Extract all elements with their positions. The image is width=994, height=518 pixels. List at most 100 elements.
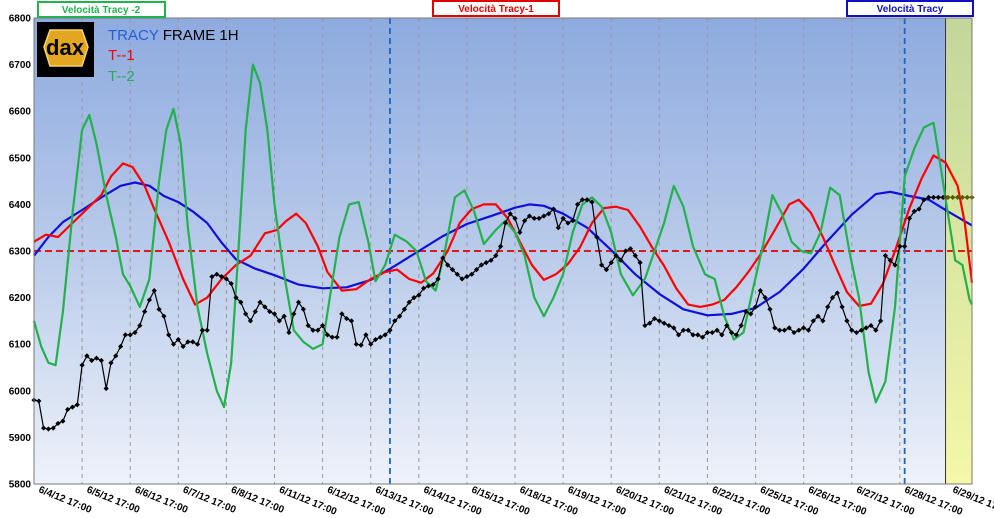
data-point [642,322,648,329]
data-point [916,206,922,212]
data-point [531,215,537,221]
data-point [180,343,186,350]
y-tick-label: 5900 [9,433,32,444]
data-point [786,325,792,331]
data-point [902,243,908,249]
series-line-black [33,196,944,430]
data-point [748,311,754,317]
data-point [709,329,715,336]
data-point [522,218,528,224]
data-point [671,325,677,331]
data-point [271,311,278,317]
data-point [743,308,749,315]
data-point [122,332,128,338]
data-point [906,215,913,221]
data-point [618,257,624,263]
data-point [825,304,831,310]
data-point [204,327,210,333]
y-tick-label: 6800 [9,14,32,25]
x-axis: 6/4/12 17:006/5/12 17:006/6/12 17:006/7/… [37,485,994,518]
legend-entry-t2: T--2 [108,68,135,85]
data-point [372,336,379,343]
data-point [776,327,783,333]
data-point [767,306,773,312]
data-point [954,194,961,201]
data-point [882,253,889,259]
legend: TRACY FRAME 1H T--1 T--2 [108,27,239,85]
data-point [247,318,254,324]
data-point [757,288,763,294]
data-point [363,332,369,338]
data-point [117,343,124,350]
data-point [964,194,970,201]
data-point [935,194,941,201]
data-point [93,355,100,361]
data-point [675,332,682,338]
data-point [791,329,797,336]
data-point [377,334,383,340]
data-point [166,332,172,338]
data-point [329,334,335,340]
data-point [358,342,364,348]
data-point [190,339,196,345]
data-point [853,329,860,336]
data-point [416,292,422,298]
data-point [579,197,585,203]
data-point [401,306,407,312]
data-point [497,243,504,249]
data-point [344,315,350,322]
data-point [950,194,956,201]
data-point [392,318,398,324]
indicator-box-tracy-1: Velocità Tracy-1 [432,0,560,17]
data-point [512,215,518,221]
data-point [565,220,571,226]
data-point [281,313,287,319]
data-point [50,425,56,431]
data-point [387,327,393,333]
indicator-box-tracy-2: Velocità Tracy -2 [37,1,166,18]
data-point [493,253,499,259]
data-point [459,276,465,282]
data-point [695,332,701,338]
data-point [60,418,66,424]
data-point [930,194,937,201]
data-point [276,318,282,324]
data-point [396,313,403,319]
data-point [132,329,138,336]
data-point [704,329,711,336]
data-point [752,304,759,310]
data-point [79,362,85,368]
data-point [300,306,306,312]
x-tick-label: 6/8/12 17:00 [229,485,286,516]
data-point [810,318,816,324]
y-tick-label: 6100 [9,340,32,351]
indicator-box-tracy: Velocità Tracy [846,0,974,17]
data-point [738,322,744,329]
data-point [647,320,653,326]
data-point [651,315,658,322]
data-point [108,360,114,366]
data-point [719,332,725,338]
data-point [137,322,143,329]
data-point [430,281,436,288]
data-point [199,327,205,333]
data-point [584,197,590,203]
data-point [69,404,76,410]
data-point [286,329,292,336]
data-point [382,332,388,338]
data-point [892,262,898,268]
data-point [55,420,61,427]
data-point [315,327,321,333]
legend-entry-tracy: TRACY FRAME 1H [108,27,239,44]
data-point [194,341,201,347]
data-point [632,253,638,259]
data-point [127,332,133,338]
y-tick-label: 6400 [9,200,32,211]
data-point [84,353,90,359]
data-point [613,253,619,259]
data-point [65,406,71,413]
data-point [353,341,359,347]
data-point [897,243,903,249]
data-point [858,327,864,333]
